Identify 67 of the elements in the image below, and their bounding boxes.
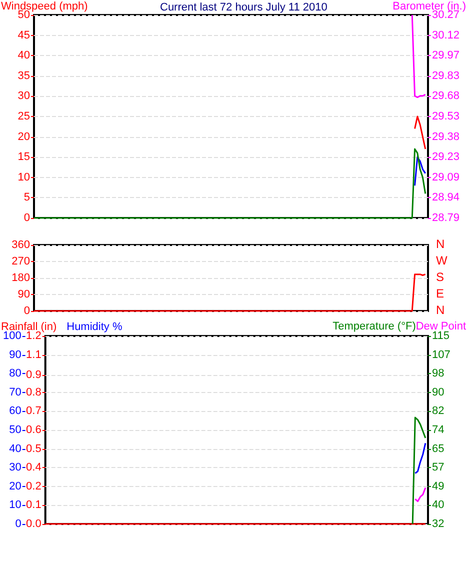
- y-tick-label: 20: [18, 130, 30, 143]
- y-tick-label: 25: [18, 110, 30, 122]
- y2-tick-label: 30.27: [432, 9, 460, 21]
- line-series: [414, 442, 426, 474]
- text: Dew Point: [416, 320, 466, 332]
- chart-title: Current last 72 hours July 11 2010: [160, 2, 328, 14]
- line-series: [414, 156, 426, 186]
- y2-tick-label: 90: [432, 386, 444, 398]
- y2-tick-label: 98: [432, 368, 444, 380]
- text: N: [436, 303, 445, 317]
- y-tick-label: 35: [18, 70, 30, 82]
- y-tick-label: 360: [12, 239, 30, 251]
- line-series: [414, 487, 426, 502]
- y2-tick-label: 28.79: [432, 212, 460, 224]
- y2-tick-label: 29.23: [432, 151, 460, 164]
- y2-tick-label: 30.12: [432, 29, 460, 42]
- y-tick-label: 30: [18, 90, 30, 102]
- y-tick-label: 0.9: [26, 369, 42, 382]
- y2-tick-label: 29.53: [432, 110, 460, 122]
- y-tick-label: 180: [12, 272, 30, 284]
- y3-tick-label: 100: [2, 330, 22, 342]
- y-tick-label: 0: [24, 212, 30, 224]
- y-tick-label: 0.0: [26, 518, 42, 530]
- y3-axis-title: Humidity %: [66, 321, 122, 333]
- y-tick-label: 0.4: [26, 462, 42, 474]
- y2-tick-label: 29.38: [432, 130, 460, 143]
- y2-tick-label: 49: [432, 480, 444, 492]
- y-tick-label: 0: [24, 305, 30, 317]
- y2-tick-label: 29.68: [432, 90, 460, 102]
- y-tick-label: 15: [18, 151, 30, 164]
- y2-tick-label: 29.97: [432, 50, 460, 62]
- y-tick-label: 270: [12, 256, 30, 268]
- y-tick-label: 40: [18, 50, 30, 62]
- y3-tick-label: 70: [9, 386, 22, 398]
- text: N: [436, 237, 445, 251]
- y-tick-label: 0.7: [26, 405, 42, 418]
- y2-tick-label: 115: [432, 330, 450, 342]
- y3-tick-label: 80: [9, 368, 22, 380]
- line-series: [33, 148, 426, 219]
- y-tick-label: 0.8: [26, 386, 42, 398]
- line-series: [412, 416, 426, 525]
- y2-tick-label: 65: [432, 442, 444, 455]
- y2-tick-label: 32: [432, 518, 444, 530]
- text: W: [436, 254, 448, 268]
- y-tick-label: 0.1: [26, 499, 42, 512]
- y3-tick-label: 60: [9, 405, 22, 418]
- text: S: [436, 270, 444, 284]
- y2-tick-label: 57: [432, 462, 444, 474]
- y2-tick-label: 29.09: [432, 171, 460, 184]
- y2-tick-label: 40: [432, 499, 444, 512]
- y-tick-label: 1.2: [26, 330, 42, 342]
- y2-tick-label: 29.83: [432, 70, 460, 82]
- y2-tick-label: 82: [432, 405, 444, 418]
- y2-tick-label: 107: [432, 348, 450, 361]
- y-tick-label: 90: [18, 288, 30, 300]
- text: E: [436, 286, 444, 300]
- y-tick-label: 0.6: [26, 424, 42, 436]
- y-tick-label: 0.2: [26, 480, 42, 492]
- y2-axis-title: Temperature (°F): [332, 320, 416, 332]
- line-series: [414, 116, 426, 150]
- y-tick-label: 0.5: [26, 442, 42, 455]
- y2-tick-label: 28.94: [432, 192, 460, 204]
- y2-tick-label: 74: [432, 424, 444, 436]
- y-tick-label: 45: [18, 29, 30, 42]
- y-tick-label: 1.1: [26, 348, 42, 361]
- y-tick-label: 5: [24, 192, 30, 204]
- y-tick-label: 10: [18, 171, 30, 184]
